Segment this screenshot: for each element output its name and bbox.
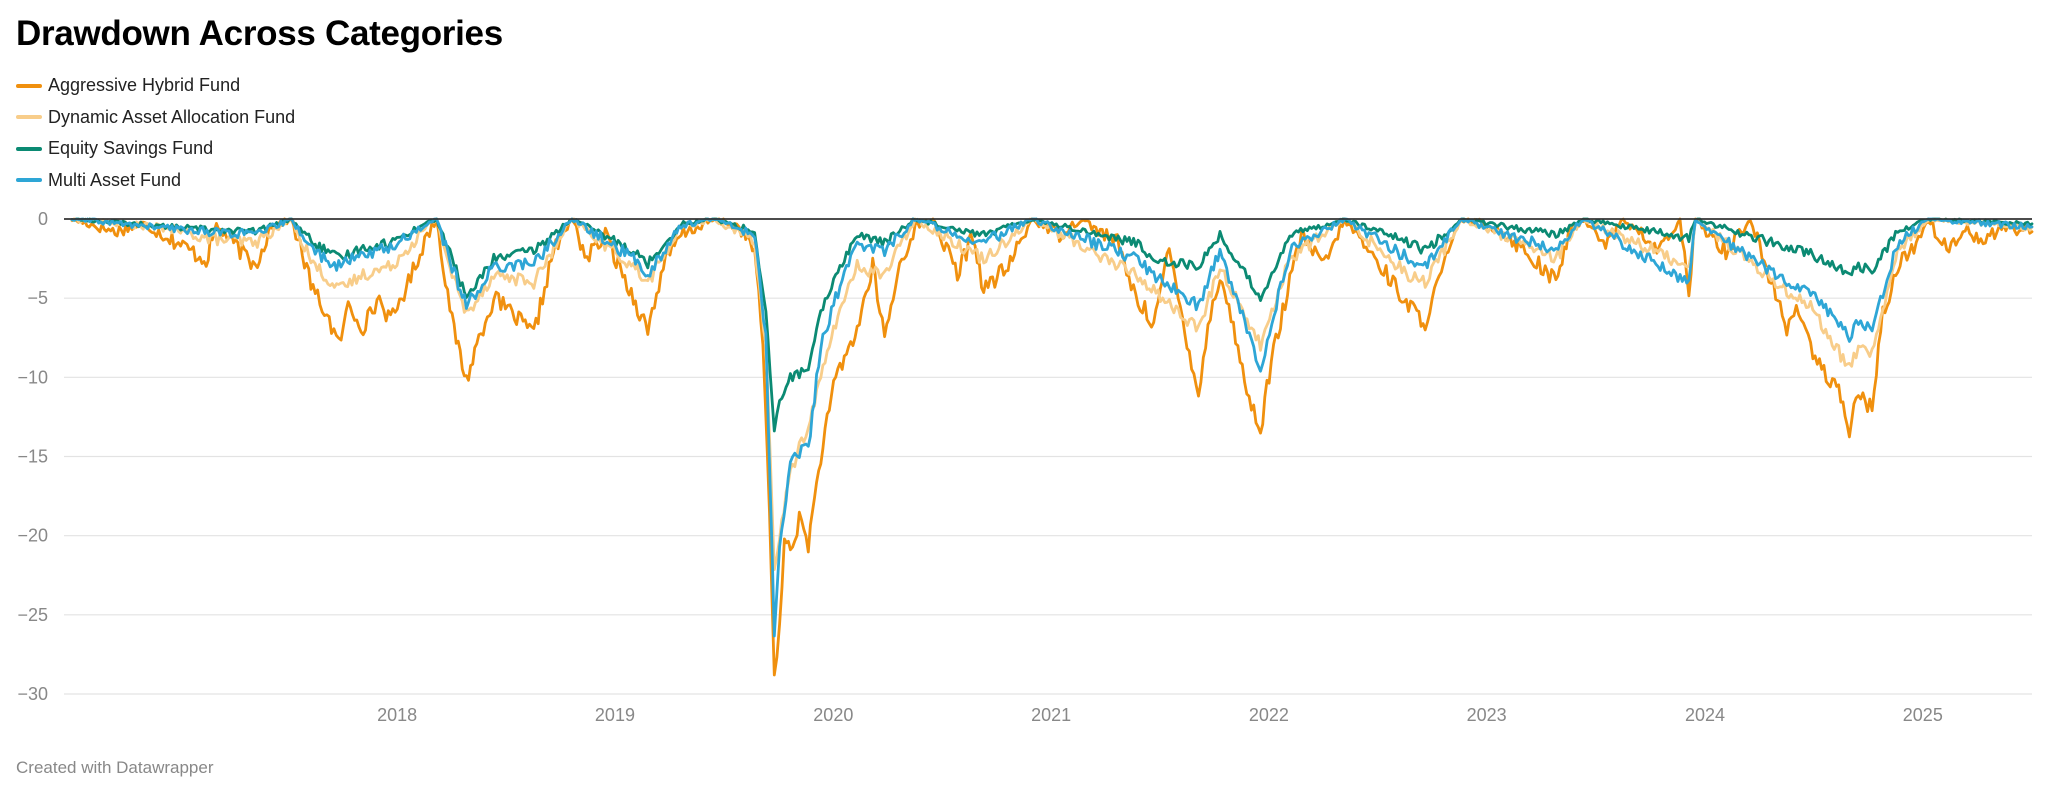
legend-swatch-equity-savings	[16, 146, 42, 151]
y-tick-label: −15	[17, 447, 48, 467]
x-tick-label: 2018	[377, 705, 417, 725]
chart-legend: Aggressive Hybrid Fund Dynamic Asset All…	[16, 70, 295, 196]
grid-layer	[64, 297, 2032, 695]
series-layer	[70, 217, 2034, 677]
y-tick-label: −10	[17, 367, 48, 387]
legend-item-equity-savings: Equity Savings Fund	[16, 133, 295, 165]
legend-item-dynamic-asset-allocation: Dynamic Asset Allocation Fund	[16, 102, 295, 134]
y-tick-label: −25	[17, 605, 48, 625]
legend-swatch-multi-asset	[16, 178, 42, 183]
y-tick-label: −20	[17, 526, 48, 546]
legend-label: Dynamic Asset Allocation Fund	[48, 106, 296, 127]
x-tick-label: 2025	[1903, 705, 1943, 725]
x-tick-label: 2023	[1467, 705, 1507, 725]
y-tick-label: −30	[17, 684, 48, 704]
legend-swatch-aggressive-hybrid	[16, 83, 42, 88]
legend-label: Aggressive Hybrid Fund	[48, 75, 241, 96]
legend-label: Multi Asset Fund	[48, 169, 182, 190]
x-axis-labels: 2018 2019 2020 2021 2022 2023 2024 2025	[377, 705, 1943, 725]
x-tick-label: 2020	[813, 705, 853, 725]
x-tick-label: 2019	[595, 705, 635, 725]
y-tick-label: −5	[27, 288, 48, 308]
series-line-aggressive-hybrid-fund	[70, 217, 2034, 677]
x-tick-label: 2024	[1685, 705, 1725, 725]
series-line-dynamic-asset-allocation-fund	[70, 217, 2034, 571]
legend-item-aggressive-hybrid: Aggressive Hybrid Fund	[16, 70, 295, 102]
legend-item-multi-asset: Multi Asset Fund	[16, 165, 295, 197]
chart-title: Drawdown Across Categories	[16, 14, 503, 53]
x-tick-label: 2021	[1031, 705, 1071, 725]
y-axis-labels: 0 −5 −10 −15 −20 −25 −30	[17, 209, 48, 704]
attribution: Created with Datawrapper	[16, 758, 214, 777]
y-tick-label: 0	[38, 209, 48, 229]
series-line-equity-savings-fund	[70, 217, 2034, 433]
x-tick-label: 2022	[1249, 705, 1289, 725]
legend-swatch-dynamic-asset-allocation	[16, 115, 42, 120]
legend-label: Equity Savings Fund	[48, 138, 214, 159]
series-line-multi-asset-fund	[70, 217, 2034, 638]
